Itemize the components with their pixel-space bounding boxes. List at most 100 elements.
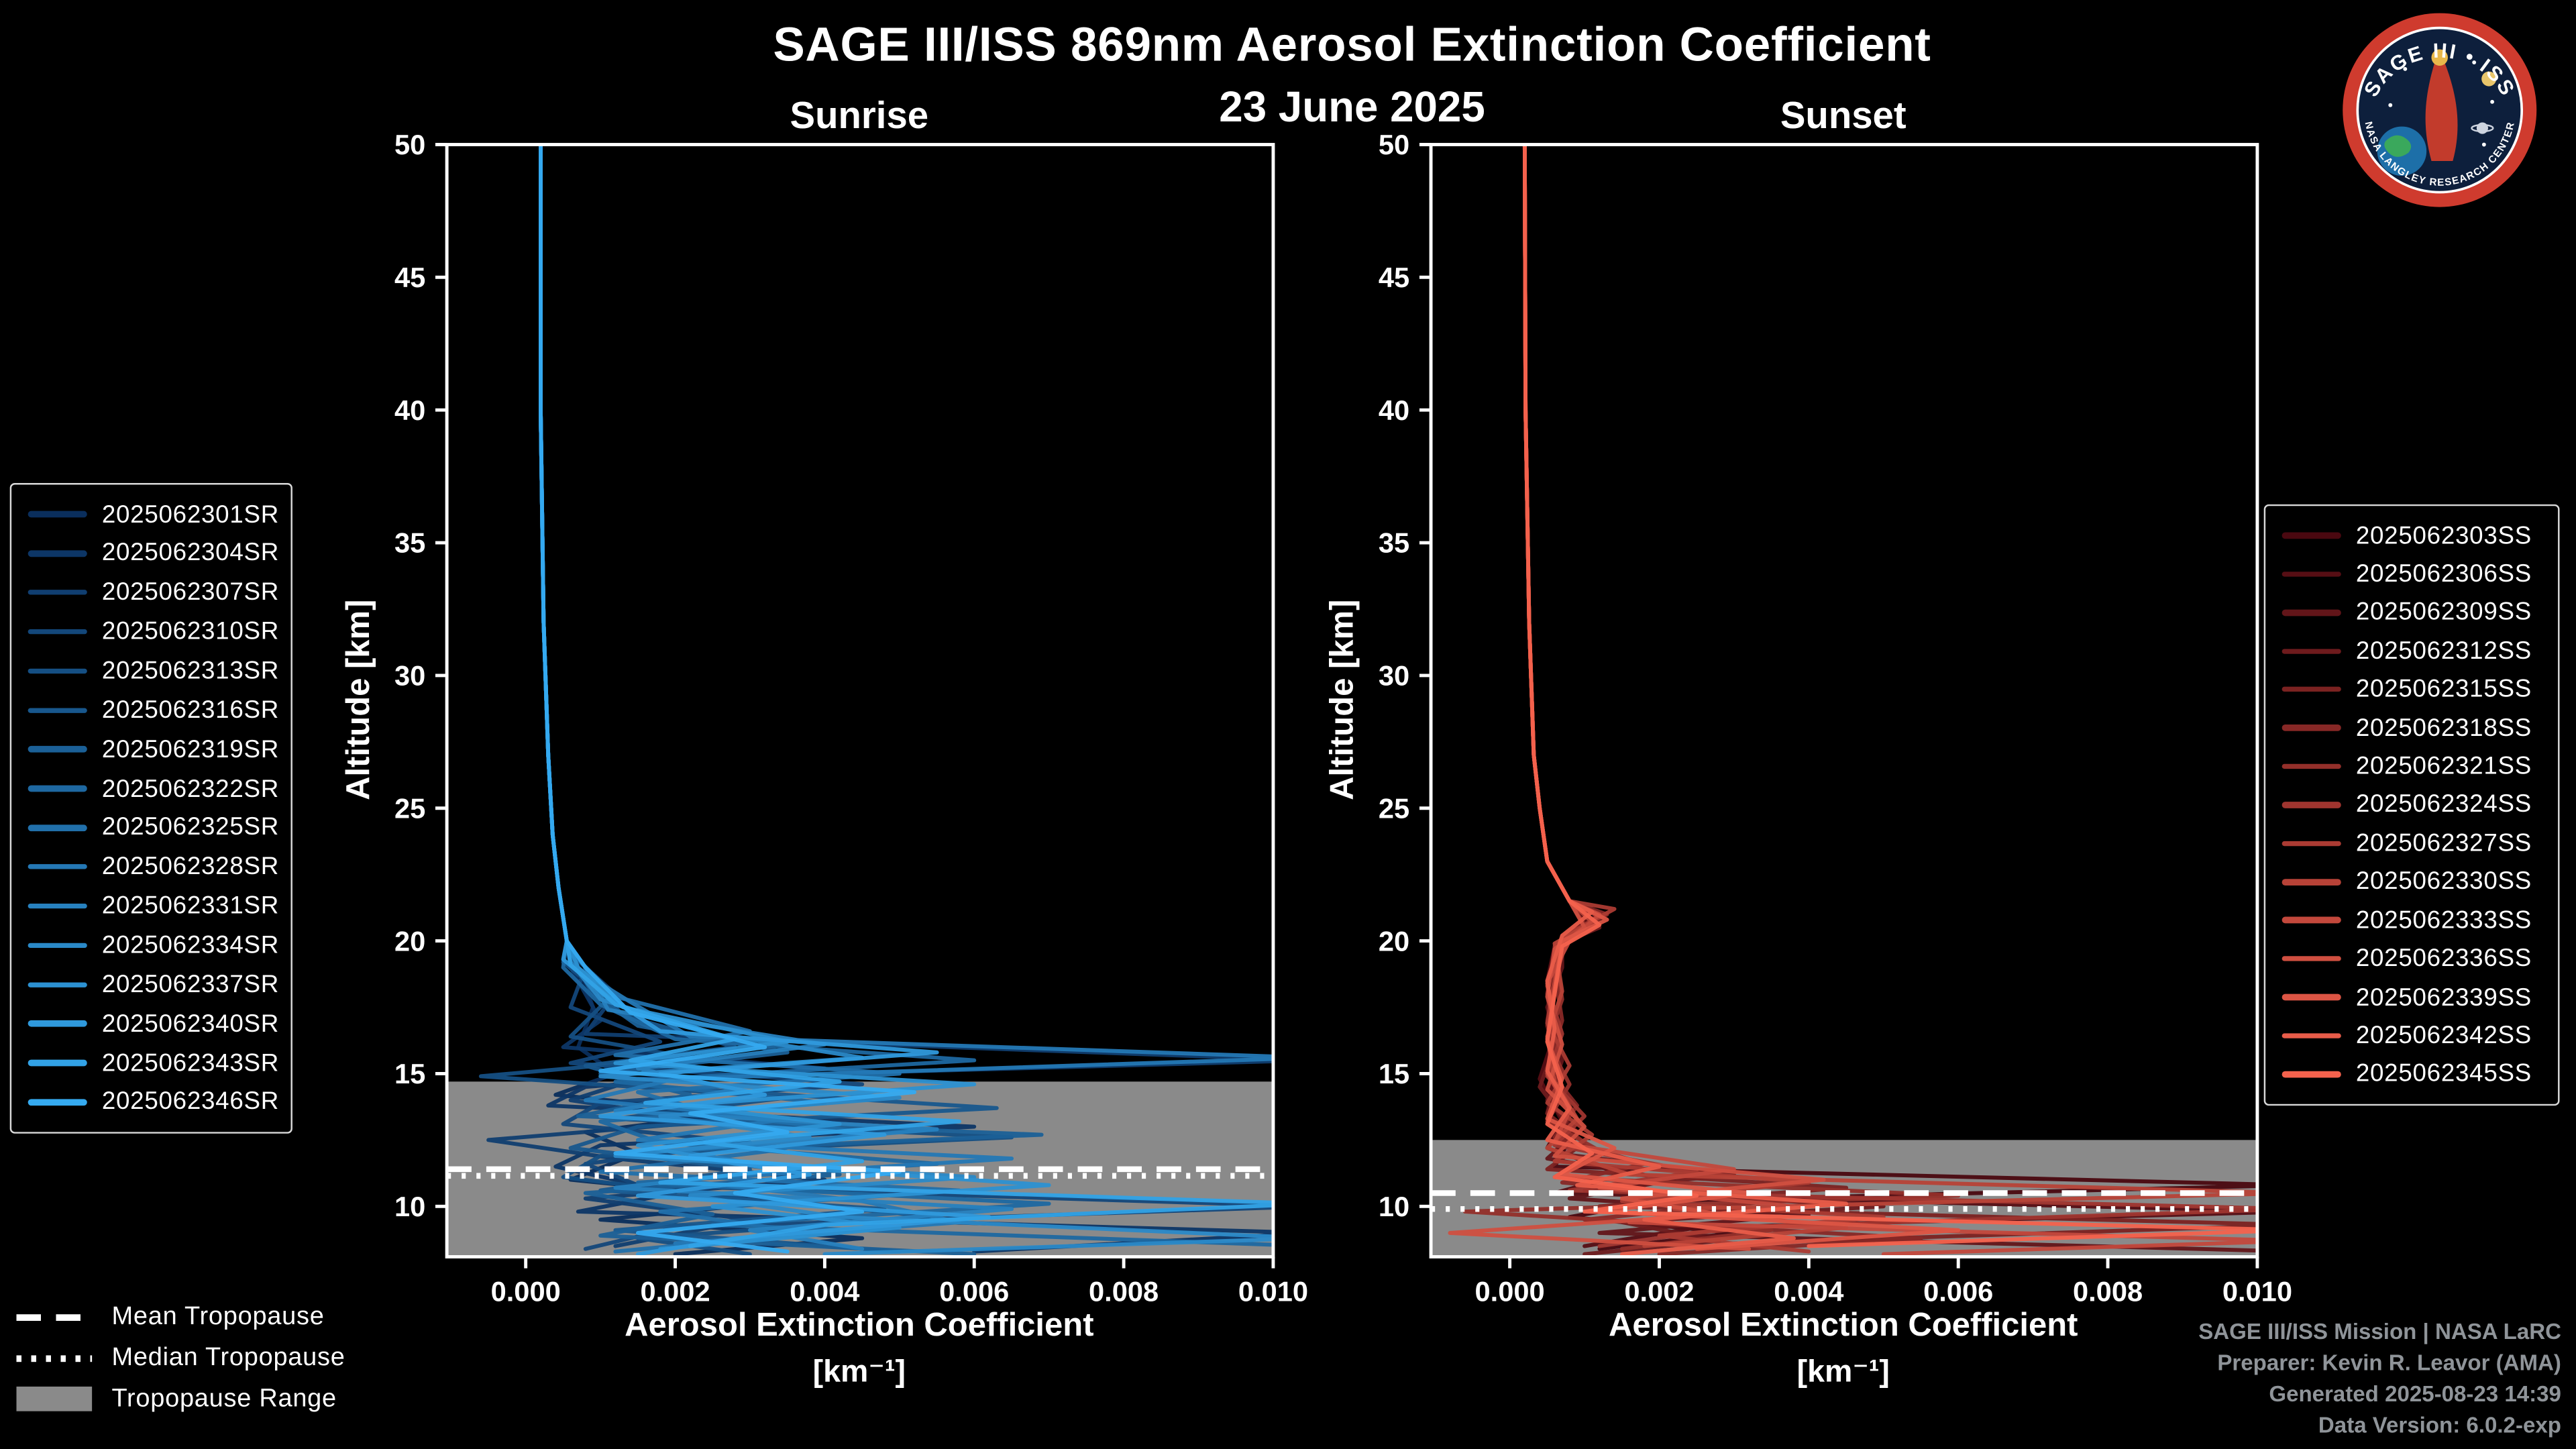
legend-label: 2025062342SS <box>2355 1022 2532 1050</box>
page-title: SAGE III/ISS 869nm Aerosol Extinction Co… <box>773 19 1931 72</box>
earth-landmass <box>2384 135 2412 157</box>
legend-swatch <box>28 903 87 910</box>
sunrise-title: Sunrise <box>790 93 929 137</box>
sunrise-legend: 2025062301SR 2025062304SR 2025062307SR 2025… <box>9 483 292 1134</box>
legend-swatch <box>2282 1071 2341 1077</box>
legend-label: 2025062304SR <box>101 539 280 568</box>
tropopause-range-label: Tropopause Range <box>111 1384 337 1412</box>
sunrise-x-axis-units: [km⁻¹] <box>812 1355 906 1390</box>
legend-label: 2025062336SS <box>2355 945 2532 973</box>
sage-iii-iss-logo: SAGE III • ISS NASA LANGLEY RESEARCH CEN… <box>2343 13 2537 207</box>
legend-swatch <box>28 1020 87 1027</box>
mean-tropopause-legend-item: Mean Tropopause <box>16 1296 345 1337</box>
legend-label: 2025062303SS <box>2355 521 2532 550</box>
tropopause-legend: Mean Tropopause Median Tropopause Tropop… <box>16 1296 345 1419</box>
legend-label: 2025062321SS <box>2355 752 2532 781</box>
profile-line <box>1522 144 1886 1254</box>
mission-credit: SAGE III/ISS Mission | NASA LaRC <box>2198 1319 2561 1344</box>
figure-head <box>2431 49 2448 66</box>
legend-swatch <box>2282 1032 2341 1039</box>
legend-label: 2025062313SR <box>101 657 280 686</box>
logo-stars <box>2388 60 2495 147</box>
tropopause-range-legend-item: Tropopause Range <box>16 1379 345 1419</box>
legend-swatch <box>28 550 87 557</box>
legend-label: 2025062310SR <box>101 618 280 646</box>
legend-label: 2025062301SR <box>101 500 280 529</box>
profile-line <box>1522 144 2257 1251</box>
x-tick-label: 0.004 <box>790 1276 859 1307</box>
profile-line <box>1522 144 2257 1256</box>
x-tick-label: 0.006 <box>939 1276 1009 1307</box>
profile-line <box>1522 144 2257 1253</box>
legend-item: 2025062331SR <box>28 888 278 924</box>
legend-swatch <box>28 1099 87 1106</box>
legend-label: 2025062322SR <box>101 774 280 803</box>
legend-item: 2025062310SR <box>28 614 278 650</box>
legend-label: 2025062309SS <box>2355 598 2532 627</box>
legend-item: 2025062334SR <box>28 927 278 963</box>
legend-swatch <box>28 707 87 713</box>
legend-swatch <box>2282 994 2341 1000</box>
generated-timestamp: Generated 2025-08-23 14:39 <box>2269 1381 2561 1407</box>
profile-line <box>1522 144 1961 1251</box>
x-tick-label: 0.000 <box>1475 1276 1545 1307</box>
profile-line <box>1522 144 2257 1246</box>
x-tick-label: 0.010 <box>2222 1276 2292 1307</box>
y-tick-label: 20 <box>394 925 425 957</box>
legend-item: 2025062315SS <box>2282 672 2542 708</box>
legend-label: 2025062340SR <box>101 1010 280 1038</box>
sunrise-x-axis-label: Aerosol Extinction Coefficient <box>625 1307 1094 1344</box>
legend-label: 2025062337SR <box>101 970 280 999</box>
y-tick-label: 10 <box>1379 1191 1409 1222</box>
sunset-x-axis-label: Aerosol Extinction Coefficient <box>1609 1307 2078 1344</box>
legend-item: 2025062304SR <box>28 535 278 572</box>
profile-line <box>1522 144 1886 1256</box>
y-tick-label: 15 <box>394 1058 425 1089</box>
legend-swatch <box>2282 648 2341 654</box>
legend-item: 2025062312SS <box>2282 633 2542 669</box>
moon-icon <box>2481 71 2497 87</box>
legend-swatch <box>28 629 87 635</box>
y-tick-label: 35 <box>1379 527 1409 559</box>
sunset-x-axis-units: [km⁻¹] <box>1796 1355 1890 1390</box>
saturn-icon <box>2471 122 2494 134</box>
legend-label: 2025062307SR <box>101 578 280 607</box>
sunset-title: Sunset <box>1780 93 1907 137</box>
legend-item: 2025062318SS <box>2282 710 2542 746</box>
sunset-y-axis-label: Altitude [km] <box>1325 599 1361 800</box>
y-tick-label: 10 <box>394 1191 425 1222</box>
legend-swatch <box>2282 763 2341 769</box>
legend-swatch <box>2282 956 2341 962</box>
y-tick-label: 30 <box>1379 660 1409 692</box>
legend-item: 2025062328SR <box>28 849 278 885</box>
legend-swatch <box>2282 917 2341 924</box>
profile-line <box>1462 144 1961 1251</box>
legend-label: 2025062328SR <box>101 853 280 881</box>
y-tick-label: 35 <box>394 527 425 559</box>
y-tick-label: 40 <box>1379 394 1409 426</box>
gray-band-icon <box>16 1386 93 1411</box>
y-tick-label: 45 <box>394 262 425 293</box>
legend-swatch <box>2282 724 2341 731</box>
x-tick-label: 0.008 <box>2073 1276 2143 1307</box>
y-tick-label: 25 <box>1379 792 1409 824</box>
y-tick-label: 50 <box>394 129 425 160</box>
legend-item: 2025062303SS <box>2282 517 2542 553</box>
legend-label: 2025062315SS <box>2355 675 2532 704</box>
legend-swatch <box>28 511 87 517</box>
plot-area <box>1431 144 2257 1257</box>
legend-item: 2025062343SR <box>28 1045 278 1081</box>
legend-label: 2025062334SR <box>101 931 280 960</box>
legend-swatch <box>28 590 87 596</box>
profile-line <box>1522 144 2257 1248</box>
legend-label: 2025062306SS <box>2355 559 2532 588</box>
legend-swatch <box>28 786 87 792</box>
profile-line <box>1522 144 2257 1248</box>
robed-figure-icon <box>2425 62 2458 162</box>
legend-label: 2025062324SS <box>2355 791 2532 819</box>
y-tick-label: 25 <box>394 792 425 824</box>
legend-label: 2025062345SS <box>2355 1060 2532 1089</box>
legend-label: 2025062325SR <box>101 814 280 842</box>
